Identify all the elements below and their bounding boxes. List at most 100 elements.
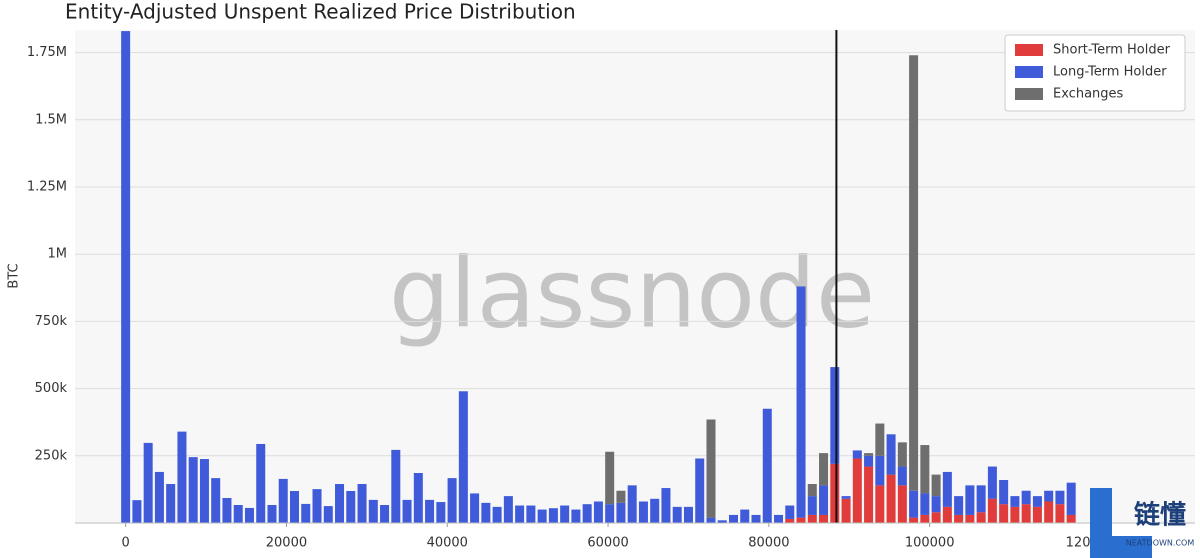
logo-text: 链懂 [1134,500,1186,531]
bar [638,501,648,523]
bar [301,503,311,523]
bar [706,419,716,518]
bar [154,471,164,523]
bar [875,455,885,486]
bar [1066,482,1076,515]
bar [537,509,547,523]
bar [267,504,277,523]
bar [458,391,468,523]
bar [999,504,1009,523]
bar [188,457,198,523]
x-tick-label: 100000 [905,536,955,551]
bar [852,450,862,459]
bar [605,451,615,505]
bar [380,504,390,523]
bar [931,474,941,497]
bar [368,499,378,523]
bar [796,517,806,523]
bar [278,478,288,523]
bar [965,514,975,523]
bar [256,443,266,523]
bar [233,504,243,523]
chart-title: Entity-Adjusted Unspent Realized Price D… [65,0,576,24]
bar [819,453,829,486]
bar [740,509,750,523]
bar [954,496,964,515]
bar [402,499,412,523]
bar [987,498,997,523]
bar [886,434,896,475]
legend-box [1004,34,1186,112]
bar [650,498,660,523]
bar [920,493,930,515]
bar [875,485,885,523]
bar [841,496,851,499]
bar [796,286,806,518]
bar [762,408,772,523]
y-tick-label: 1.25M [27,179,67,194]
bar [942,506,952,523]
bar [807,484,817,497]
y-tick-label: 1.75M [27,45,67,60]
bar [875,423,885,456]
bar [661,488,671,523]
bar [751,514,761,523]
bar [852,458,862,523]
bar [289,491,299,523]
bar [695,458,705,523]
bar [413,473,423,523]
y-tick-label: 500k [35,381,68,396]
y-tick-label: 750k [35,314,68,329]
bar [819,485,829,515]
bar [616,502,626,523]
bar [244,507,254,523]
bar [864,453,874,456]
bar [323,506,333,523]
bar [312,489,322,523]
bar [909,517,919,523]
bar [548,508,558,523]
plot-area [75,30,1195,523]
bar [335,484,345,523]
bar [909,490,919,518]
bar [841,498,851,523]
watermark: glassnode [389,237,875,349]
bar [1044,501,1054,523]
bar [515,505,525,523]
bar [931,496,941,513]
bar [931,512,941,523]
bar [616,490,626,503]
bar [593,501,603,523]
bar [897,485,907,523]
bar [807,514,817,523]
bar [683,506,693,523]
bar [346,491,356,523]
bar [1044,490,1054,502]
bar [571,509,581,523]
x-tick-label: 40000 [427,536,468,551]
x-tick-label: 0 [122,536,130,551]
bar [1032,496,1042,507]
bar [177,431,187,523]
bar [717,520,727,523]
bar [1032,506,1042,523]
bar [830,367,840,464]
bar [357,484,367,523]
legend-swatch [1015,66,1043,78]
bar [436,502,446,523]
bar [976,512,986,523]
bar [785,518,795,523]
bar [942,471,952,507]
bar [425,499,435,523]
bar [1021,504,1031,523]
bar [121,31,131,523]
bar [728,514,738,523]
bar [864,466,874,523]
bar [1021,490,1031,505]
bar [1010,496,1020,507]
y-tick-label: 1M [48,247,68,262]
bar [526,505,536,523]
bar [909,55,919,491]
bar [897,442,907,467]
